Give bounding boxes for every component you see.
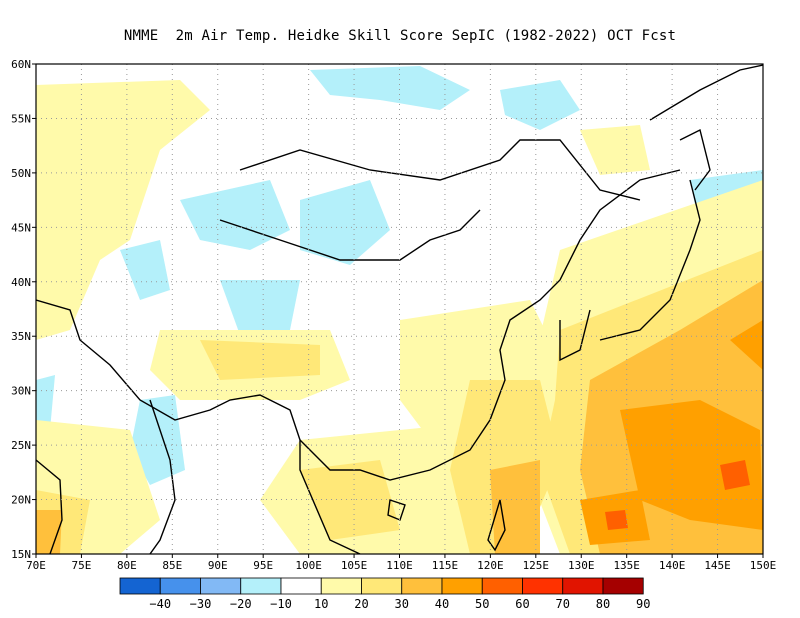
colorbar-swatch [320,577,362,595]
skill-area-high [36,510,62,554]
lon-tick-label: 70E [26,559,46,572]
colorbar-swatch [240,577,282,595]
skill-area-neg [300,180,390,265]
skill-area-neg [500,80,580,130]
lat-tick-label: 20N [11,494,31,507]
colorbar-swatch [361,577,403,595]
lon-tick-label: 125E [523,559,550,572]
lon-tick-label: 75E [72,559,92,572]
skill-area-higher [620,400,763,530]
skill-area-neg [120,240,170,300]
lon-tick-label: 120E [477,559,504,572]
lon-tick-label: 80E [117,559,137,572]
colorbar-swatch [522,577,564,595]
lon-tick-label: 130E [568,559,595,572]
skill-area-low [36,80,210,340]
lon-tick-label: 95E [253,559,273,572]
skill-area-neg [180,180,290,250]
colorbar-label: 20 [354,597,368,611]
colorbar-swatch [159,577,201,595]
shading-layer [36,64,763,554]
chart-title: NMME 2m Air Temp. Heidke Skill Score Sep… [123,28,677,44]
skill-area-neg [36,375,55,430]
skill-area-high [490,460,540,554]
skill-area-mid [200,340,320,380]
colorbar-swatch [562,577,604,595]
colorbar-swatch [401,577,443,595]
lat-tick-label: 35N [11,330,31,343]
lat-tick-label: 25N [11,439,31,452]
lat-axis-labels: 15N 20N 25N 30N 35N 40N 45N 50N 55N 60N [11,58,36,561]
lat-tick-label: 55N [11,112,31,125]
skill-area-mid [300,460,400,540]
colorbar-label: 50 [475,597,489,611]
colorbar-swatch [200,577,242,595]
colorbar: −40 −30 −20 −10 10 20 30 40 50 60 70 80 90 [119,577,650,611]
colorbar-label: 10 [314,597,328,611]
colorbar-label: 70 [556,597,570,611]
colorbar-swatch [481,577,523,595]
lon-tick-label: 90E [208,559,228,572]
colorbar-label: −40 [149,597,171,611]
colorbar-label: 40 [435,597,449,611]
grid-lines [36,64,763,554]
lat-tick-label: 45N [11,221,31,234]
skill-area-top [605,510,628,530]
lon-tick-label: 135E [613,559,640,572]
colorbar-swatch [441,577,483,595]
lon-tick-label: 140E [659,559,686,572]
lat-tick-label: 60N [11,58,31,71]
lat-tick-label: 30N [11,385,31,398]
skill-area-neg [220,280,300,335]
colorbar-label: −10 [270,597,292,611]
skill-area-neg [310,66,470,110]
lat-tick-label: 50N [11,167,31,180]
colorbar-swatch [119,577,161,595]
lon-tick-label: 105E [341,559,368,572]
lon-tick-label: 150E [750,559,777,572]
lon-tick-label: 100E [295,559,322,572]
colorbar-label: 30 [395,597,409,611]
lon-tick-label: 85E [162,559,182,572]
skill-area-low [580,125,650,175]
colorbar-label: 60 [515,597,529,611]
skill-area-higher [730,320,763,370]
colorbar-swatch [602,577,644,595]
colorbar-label: 90 [636,597,650,611]
lat-tick-label: 15N [11,548,31,561]
colorbar-label: −20 [230,597,252,611]
colorbar-label: 80 [596,597,610,611]
lon-tick-label: 115E [432,559,459,572]
lon-tick-label: 110E [386,559,413,572]
lon-tick-label: 145E [704,559,731,572]
lon-axis-labels: 70E 75E 80E 85E 90E 95E 100E 105E 110E 115E 120E 12… [26,554,776,572]
colorbar-swatch [280,577,322,595]
skill-area-top [720,460,750,490]
colorbar-label: −30 [190,597,212,611]
lat-tick-label: 40N [11,276,31,289]
